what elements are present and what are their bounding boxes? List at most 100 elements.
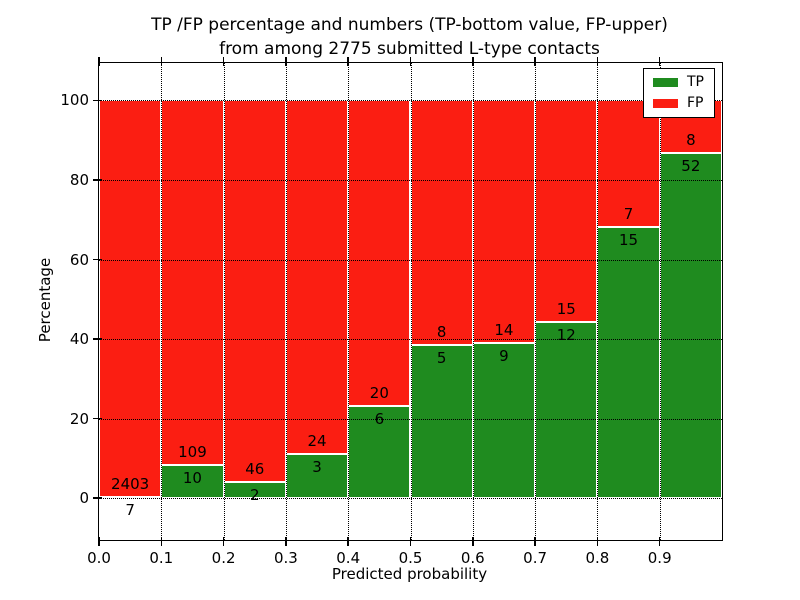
x-tick-bottom (534, 536, 536, 546)
x-tick-top (534, 57, 536, 67)
fp-count-label: 2403 (111, 475, 150, 494)
y-tick-label: 100 (60, 91, 89, 110)
x-tick-top (658, 57, 661, 67)
chart-title: TP /FP percentage and numbers (TP-bottom… (98, 13, 721, 61)
x-tick-bottom (222, 536, 225, 546)
fp-count-label: 7 (623, 204, 634, 223)
tp-count-label: 10 (182, 468, 202, 487)
x-tick-bottom (658, 536, 661, 546)
x-gridline (285, 63, 287, 540)
x-tick-label: 0.5 (398, 549, 423, 567)
legend: TP FP (643, 68, 715, 118)
tp-color-swatch (653, 77, 678, 87)
x-tick-label: 0.8 (585, 549, 610, 567)
tp-count-label: 12 (556, 325, 576, 344)
fp-count-label: 46 (245, 459, 265, 478)
bar-segment-fp (223, 100, 286, 482)
bar-segment-tp (472, 342, 536, 499)
x-gridline (597, 63, 599, 540)
x-gridline (348, 63, 350, 540)
bar-segment-fp (597, 100, 660, 227)
x-tick-top (160, 57, 163, 67)
bar-segment-fp (99, 100, 162, 498)
fp-count-label: 15 (556, 299, 576, 318)
fp-count-label: 14 (494, 320, 514, 339)
y-tick-label: 0 (79, 489, 89, 508)
x-tick-bottom (160, 536, 163, 546)
x-tick-top (472, 57, 474, 67)
chart-title-line2: from among 2775 submitted L-type contact… (219, 39, 600, 59)
y-tick (93, 338, 103, 340)
y-axis-label: Percentage (36, 257, 54, 343)
tp-count-label: 52 (681, 157, 701, 176)
legend-entry-fp: FP (653, 96, 704, 110)
bar-segment-tp (285, 454, 349, 499)
bar-segment-fp (348, 100, 411, 407)
bar-segment-tp (161, 464, 224, 499)
x-tick-top (409, 57, 412, 67)
x-tick-top (98, 57, 100, 67)
bar-segment-fp (285, 100, 349, 455)
x-tick-top (222, 57, 225, 67)
x-tick-top (347, 57, 349, 67)
plot-area: TP FP 2403 7 109 10 46 2 24 3 20 6 8 5 14 9 15 12 7 15 8 52… (60, 57, 723, 567)
x-tick-top (285, 57, 287, 67)
x-tick-label: 0.4 (336, 549, 361, 567)
legend-entry-tp: TP (653, 75, 704, 89)
x-axis-label: Predicted probability (331, 565, 488, 583)
legend-label-tp: TP (687, 74, 704, 90)
bar-segment-tp (410, 345, 473, 499)
x-tick-label: 0.1 (149, 549, 174, 567)
bar-segment-fp (535, 100, 598, 322)
bar-segment-fp (161, 100, 224, 465)
fp-count-label: 8 (686, 131, 696, 150)
y-tick-label: 40 (69, 330, 89, 349)
x-tick-bottom (596, 536, 599, 546)
x-tick-label: 0.3 (273, 549, 298, 567)
y-tick-label: 80 (69, 170, 89, 189)
legend-label-fp: FP (687, 95, 704, 111)
bar-segment-tp (348, 406, 411, 499)
bar-segment-tp (597, 226, 660, 499)
bar-segment-fp (472, 100, 536, 343)
x-tick-bottom (285, 536, 287, 546)
y-tick (93, 258, 103, 261)
fp-count-label: 20 (369, 384, 389, 403)
x-gridline (223, 63, 225, 540)
x-tick-label: 0.9 (647, 549, 672, 567)
x-tick-label: 0.0 (87, 549, 111, 567)
y-tick (93, 179, 103, 181)
x-gridline (161, 63, 163, 540)
x-tick-bottom (409, 536, 412, 546)
x-tick-top (596, 57, 599, 67)
x-gridline (472, 63, 474, 540)
y-tick (93, 497, 103, 500)
tp-count-label: 7 (125, 501, 135, 520)
bar-segment-tp (659, 153, 722, 499)
bar-segment-fp (410, 100, 473, 346)
x-tick-bottom (347, 536, 349, 546)
x-gridline (535, 63, 537, 540)
fp-color-swatch (653, 98, 678, 108)
tp-count-label: 2 (249, 485, 260, 504)
x-tick-label: 0.2 (211, 549, 236, 567)
y-tick (93, 417, 103, 420)
tp-count-label: 5 (436, 349, 447, 368)
tp-count-label: 15 (619, 230, 639, 249)
x-tick-label: 0.7 (523, 549, 548, 567)
tp-count-label: 6 (374, 410, 385, 429)
y-tick (93, 99, 103, 102)
chart-title-line1: TP /FP percentage and numbers (TP-bottom… (151, 15, 668, 35)
tp-count-label: 9 (499, 346, 509, 365)
tp-count-label: 3 (312, 458, 322, 477)
y-tick-label: 20 (69, 409, 89, 428)
x-tick-bottom (472, 536, 474, 546)
x-gridline (659, 63, 661, 540)
x-gridline (410, 63, 412, 540)
x-tick-bottom (98, 536, 100, 546)
bar-segment-tp (535, 321, 598, 499)
y-tick-label: 60 (69, 250, 89, 269)
fp-count-label: 109 (178, 442, 207, 461)
fp-count-label: 24 (307, 432, 327, 451)
